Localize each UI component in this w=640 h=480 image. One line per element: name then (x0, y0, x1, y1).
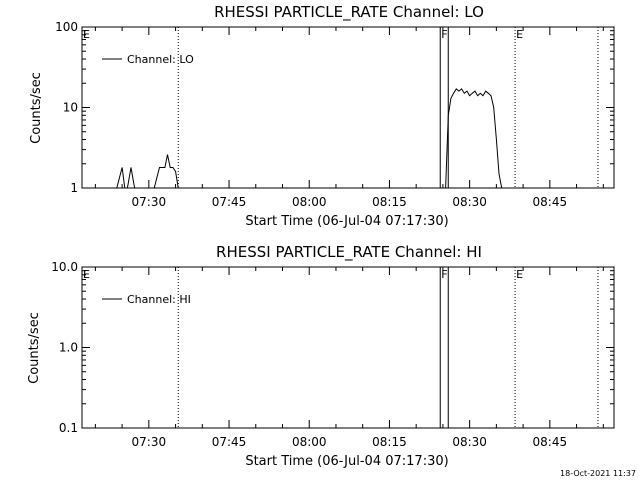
y-axis-label-hi: Counts/sec (27, 312, 42, 384)
x-tick-label: 08:00 (292, 195, 327, 209)
x-tick-label: 08:00 (292, 435, 327, 449)
x-axis-ticks-hi: 07:30 07:45 08:00 08:15 08:30 08:45 (94, 267, 604, 449)
y-tick-label: 1 (70, 181, 78, 195)
x-tick-label: 07:30 (132, 195, 167, 209)
legend-label-lo: Channel: LO (127, 53, 194, 66)
event-marker-label: F (441, 268, 447, 281)
x-tick-label: 08:30 (452, 435, 487, 449)
legend-label-hi: Channel: HI (127, 293, 191, 306)
x-tick-label: 07:30 (132, 435, 167, 449)
footer-timestamp: 18-Oct-2021 11:37 (560, 469, 636, 478)
chart-lo: RHESSI PARTICLE_RATE Channel: LO E F E 1 10… (29, 3, 615, 229)
y-tick-label: 100 (55, 20, 78, 34)
data-series-lo (116, 88, 503, 189)
x-tick-label: 08:30 (452, 195, 487, 209)
y-axis-ticks-hi: 0.1 1.0 10.0 (51, 260, 614, 435)
y-axis-ticks-lo: 1 10 100 (55, 20, 614, 195)
chart-title-lo: RHESSI PARTICLE_RATE Channel: LO (214, 3, 484, 22)
x-tick-label: 08:15 (372, 435, 407, 449)
y-tick-label: 10.0 (51, 260, 78, 274)
series-line (116, 88, 503, 189)
event-marker-label: E (83, 28, 90, 41)
y-tick-label: 0.1 (59, 421, 78, 435)
event-marker-label: E (516, 28, 523, 41)
x-tick-label: 07:45 (212, 195, 247, 209)
plot-frame-lo (81, 26, 615, 189)
event-marker-label: E (83, 268, 90, 281)
chart-title-hi: RHESSI PARTICLE_RATE Channel: HI (216, 243, 482, 262)
x-tick-label: 08:15 (372, 195, 407, 209)
y-tick-label: 10 (63, 101, 78, 115)
legend-lo: Channel: LO (102, 53, 194, 66)
x-axis-label-lo: Start Time (06-Jul-04 07:17:30) (245, 214, 448, 229)
x-tick-label: 08:45 (533, 195, 568, 209)
chart-hi: RHESSI PARTICLE_RATE Channel: HI E F E 0.1… (27, 243, 615, 469)
x-tick-label: 08:45 (533, 435, 568, 449)
plot-frame-hi (81, 266, 615, 429)
x-tick-label: 07:45 (212, 435, 247, 449)
event-marker-label: F (441, 28, 447, 41)
y-tick-label: 1.0 (59, 341, 78, 355)
x-axis-label-hi: Start Time (06-Jul-04 07:17:30) (245, 454, 448, 469)
legend-hi: Channel: HI (102, 293, 191, 306)
event-marker-label: E (516, 268, 523, 281)
x-axis-ticks-lo: 07:30 07:45 08:00 08:15 08:30 08:45 (94, 27, 604, 209)
y-axis-label-lo: Counts/sec (29, 72, 44, 144)
